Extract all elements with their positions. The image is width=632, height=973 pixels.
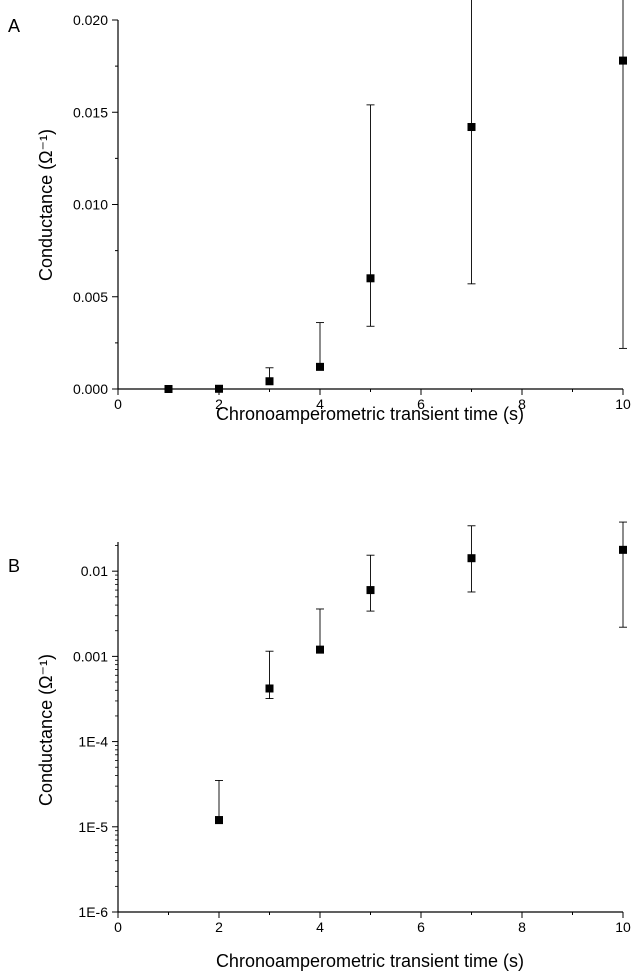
data-point-b	[366, 586, 375, 595]
data-point-a	[316, 362, 324, 371]
y-axis-title-a: Conductance (Ω⁻¹)	[36, 129, 56, 281]
x-tick-label-a: 10	[615, 396, 631, 412]
y-tick-label-a: 0.020	[73, 12, 108, 28]
points-b	[215, 521, 627, 825]
data-point-b	[316, 645, 324, 654]
y-tick-label-b: 1E-6	[78, 904, 108, 920]
chart-panel-a: A 0 2 4 6 8 10 0.000 0.005 0.010 0.015 0.020 Chron…	[8, 0, 631, 424]
x-tick-label-a: 0	[114, 396, 122, 412]
y-tick-label-b: 0.001	[73, 648, 108, 664]
x-tick-label-a: 4	[316, 396, 324, 412]
chart-panel-b: B 0 2 4 6 8 10 1E-6 1E-5 1E-4 0.001 0.01 Chronoamp…	[8, 521, 631, 971]
data-point-a	[164, 384, 173, 393]
data-point-a	[366, 274, 375, 283]
y-axis-title-b: Conductance (Ω⁻¹)	[36, 654, 56, 806]
panel-label-b: B	[8, 556, 20, 576]
y-tick-label-b: 1E-5	[78, 819, 108, 835]
x-tick-label-b: 2	[215, 919, 223, 935]
data-point-a	[265, 377, 274, 386]
ticks-b: 0 2 4 6 8 10 1E-6 1E-5 1E-4 0.001 0.01	[73, 545, 631, 935]
panel-label-a: A	[8, 16, 20, 36]
x-tick-label-a: 6	[417, 396, 425, 412]
x-axis-title-b: Chronoamperometric transient time (s)	[216, 951, 524, 971]
ticks-a: 0 2 4 6 8 10 0.000 0.005 0.010 0.015 0.020	[73, 12, 631, 412]
x-tick-label-b: 10	[615, 919, 631, 935]
y-tick-label-a: 0.015	[73, 104, 108, 120]
x-tick-label-b: 4	[316, 919, 324, 935]
x-axis-title-a: Chronoamperometric transient time (s)	[216, 404, 524, 424]
y-tick-label-b: 1E-4	[78, 734, 108, 750]
data-point-b	[619, 545, 627, 554]
y-tick-label-b: 0.01	[81, 563, 108, 579]
x-tick-label-a: 2	[215, 396, 223, 412]
x-tick-label-b: 8	[518, 919, 526, 935]
data-point-b	[265, 684, 274, 693]
data-point-b	[215, 816, 223, 825]
data-point-a	[467, 123, 476, 132]
x-tick-label-b: 6	[417, 919, 425, 935]
x-tick-label-a: 8	[518, 396, 526, 412]
data-point-a	[619, 56, 627, 65]
data-point-a	[215, 384, 223, 393]
points-a	[164, 0, 627, 393]
y-tick-label-a: 0.005	[73, 289, 108, 305]
y-tick-label-a: 0.000	[73, 381, 108, 397]
data-point-b	[467, 554, 476, 563]
x-tick-label-b: 0	[114, 919, 122, 935]
y-tick-label-a: 0.010	[73, 197, 108, 213]
